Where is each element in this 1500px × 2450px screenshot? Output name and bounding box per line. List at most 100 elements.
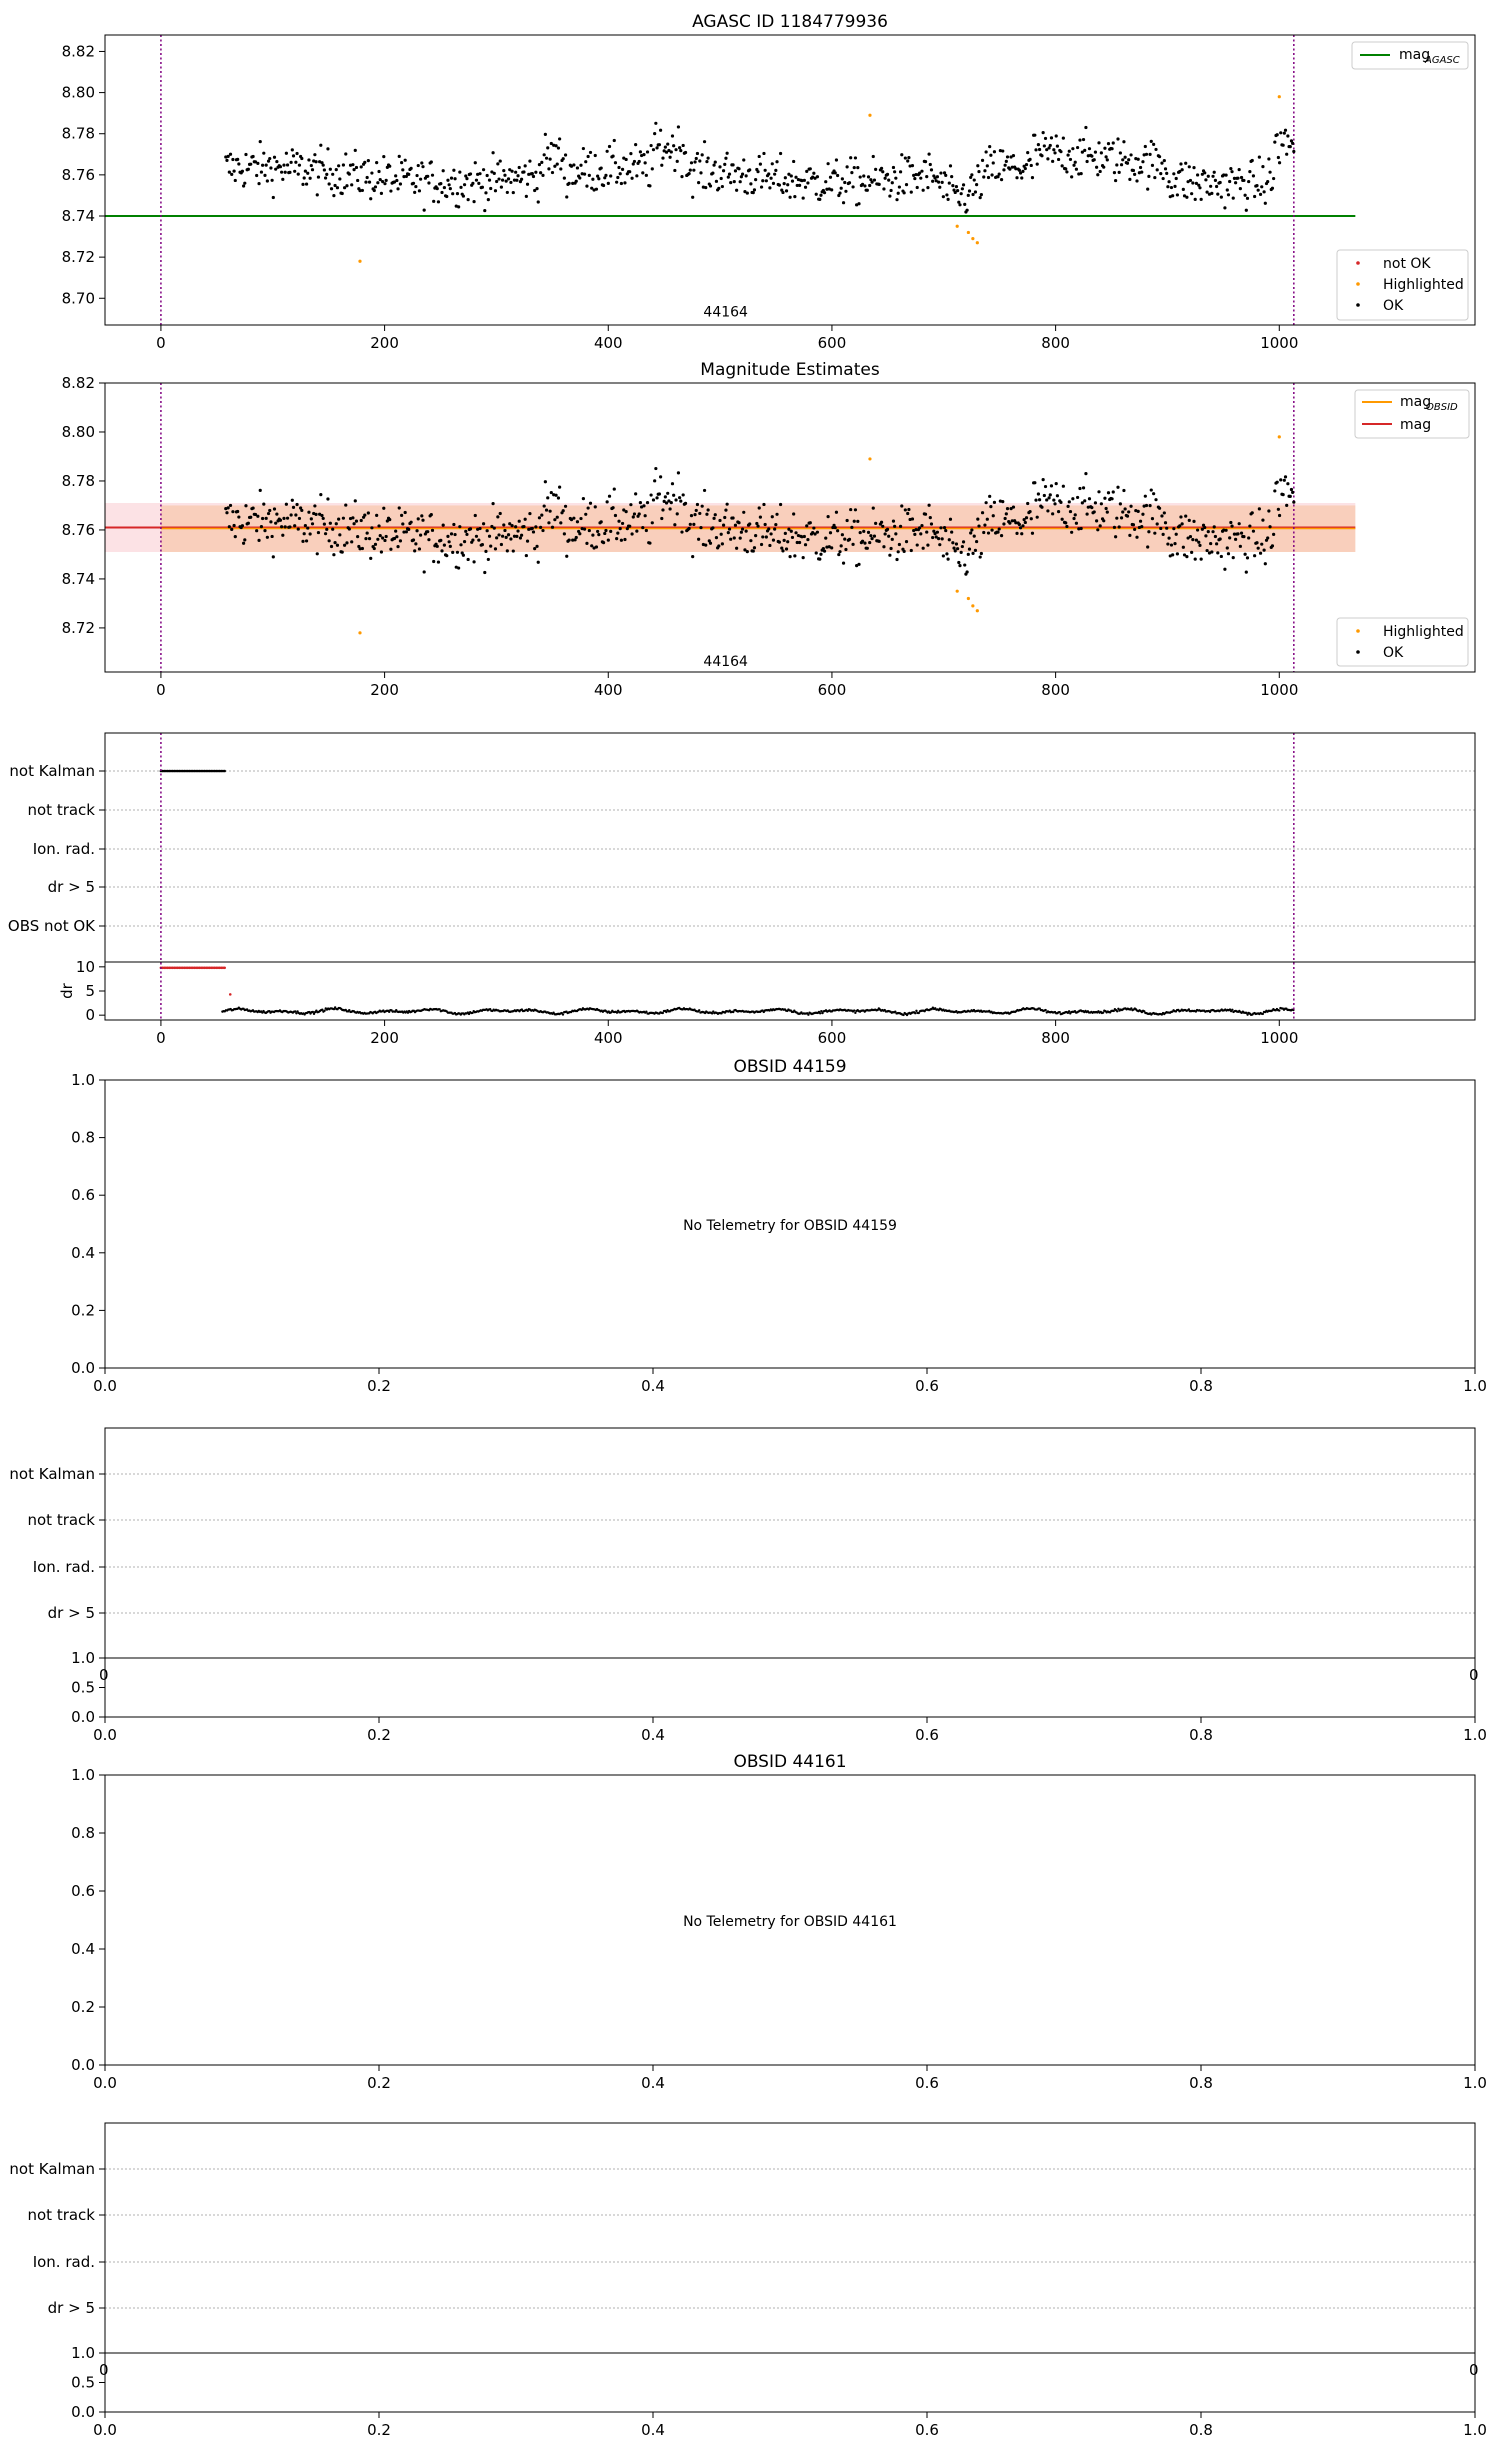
ok-point (863, 541, 867, 545)
ok-point (497, 533, 501, 537)
ok-point (377, 524, 381, 528)
ok-point (458, 170, 462, 174)
ok-point (1074, 521, 1079, 525)
ok-point (527, 172, 531, 176)
ok-point (853, 508, 858, 512)
dr-point (821, 1011, 824, 1015)
ok-point (847, 537, 852, 541)
ok-point (933, 176, 937, 180)
ok-point (565, 195, 569, 199)
ok-point (998, 499, 1002, 503)
ok-point (869, 534, 873, 538)
ok-point (543, 480, 547, 484)
ok-point (314, 160, 318, 164)
ok-point (898, 170, 903, 174)
ok-point (591, 177, 595, 181)
ok-point (1026, 151, 1030, 155)
ok-point (759, 185, 764, 189)
ok-point (1048, 143, 1052, 148)
y-tick-label: 8.72 (62, 248, 95, 266)
ok-point (265, 535, 269, 539)
ok-point (1180, 168, 1184, 172)
ok-point (628, 524, 632, 528)
ok-point (840, 177, 844, 181)
ok-point (253, 160, 258, 164)
ok-point (783, 176, 787, 180)
ok-point (536, 200, 540, 204)
ok-point (381, 536, 385, 540)
ok-point (1035, 162, 1039, 166)
ok-point (940, 537, 944, 541)
ok-point (534, 525, 538, 529)
ok-point (969, 531, 973, 535)
ok-point (795, 183, 799, 188)
ok-point (745, 550, 749, 554)
ok-point (335, 543, 340, 547)
ok-point (688, 168, 692, 172)
x-tick-label: 800 (1041, 1029, 1070, 1047)
ok-point (1277, 161, 1282, 165)
ok-point (947, 538, 951, 542)
y-tick-label: 0.8 (71, 1129, 95, 1147)
dr-point (471, 1011, 474, 1015)
ok-point (510, 524, 514, 528)
ok-point (462, 540, 467, 544)
ok-point (1261, 518, 1265, 522)
ok-point (882, 187, 886, 191)
ok-point (1049, 484, 1054, 488)
ok-point (813, 176, 817, 180)
ok-point (411, 538, 416, 542)
ok-point (660, 163, 664, 167)
ok-point (490, 524, 494, 529)
ok-point (1253, 194, 1257, 199)
ok-point (803, 543, 808, 547)
ok-point (1190, 550, 1194, 554)
ok-point (525, 539, 530, 543)
ok-point (504, 535, 508, 539)
ok-point (1117, 525, 1121, 529)
ok-point (505, 190, 509, 195)
ok-point (1144, 503, 1149, 508)
no-telemetry-message: No Telemetry for OBSID 44159 (683, 1218, 897, 1234)
ok-point (296, 527, 300, 531)
ok-point (748, 168, 752, 172)
ok-point (522, 524, 526, 529)
ok-point (651, 148, 656, 152)
ok-point (415, 529, 419, 533)
ok-point (389, 547, 393, 551)
ok-point (571, 538, 575, 542)
ok-point (909, 548, 913, 553)
ok-point (782, 538, 786, 542)
ok-point (971, 192, 975, 197)
ok-point (1223, 206, 1227, 210)
ok-point (927, 152, 931, 156)
ok-point (839, 186, 843, 190)
ok-point (1004, 512, 1008, 516)
ok-point (718, 518, 722, 523)
ok-point (523, 517, 527, 521)
ok-point (430, 173, 435, 177)
ok-point (1055, 494, 1060, 498)
ok-point (742, 158, 746, 162)
ok-point (1169, 543, 1174, 547)
ok-point (1059, 150, 1063, 154)
ok-point (701, 185, 705, 189)
ok-point (818, 197, 822, 201)
dr-outlier-point (228, 993, 232, 996)
ok-point (541, 528, 545, 533)
ok-point (856, 519, 860, 523)
ok-point (837, 552, 841, 557)
ok-point (258, 488, 262, 492)
ok-point (1205, 548, 1209, 553)
ok-point (359, 518, 363, 523)
ok-point (667, 499, 671, 503)
ok-point (556, 496, 561, 500)
ok-point (1171, 553, 1175, 557)
ok-point (1288, 494, 1292, 498)
ok-point (396, 187, 400, 191)
ok-point (524, 194, 528, 198)
ok-point (784, 547, 789, 551)
ok-point (1144, 152, 1149, 156)
ok-point (272, 507, 277, 511)
ok-point (843, 180, 847, 185)
